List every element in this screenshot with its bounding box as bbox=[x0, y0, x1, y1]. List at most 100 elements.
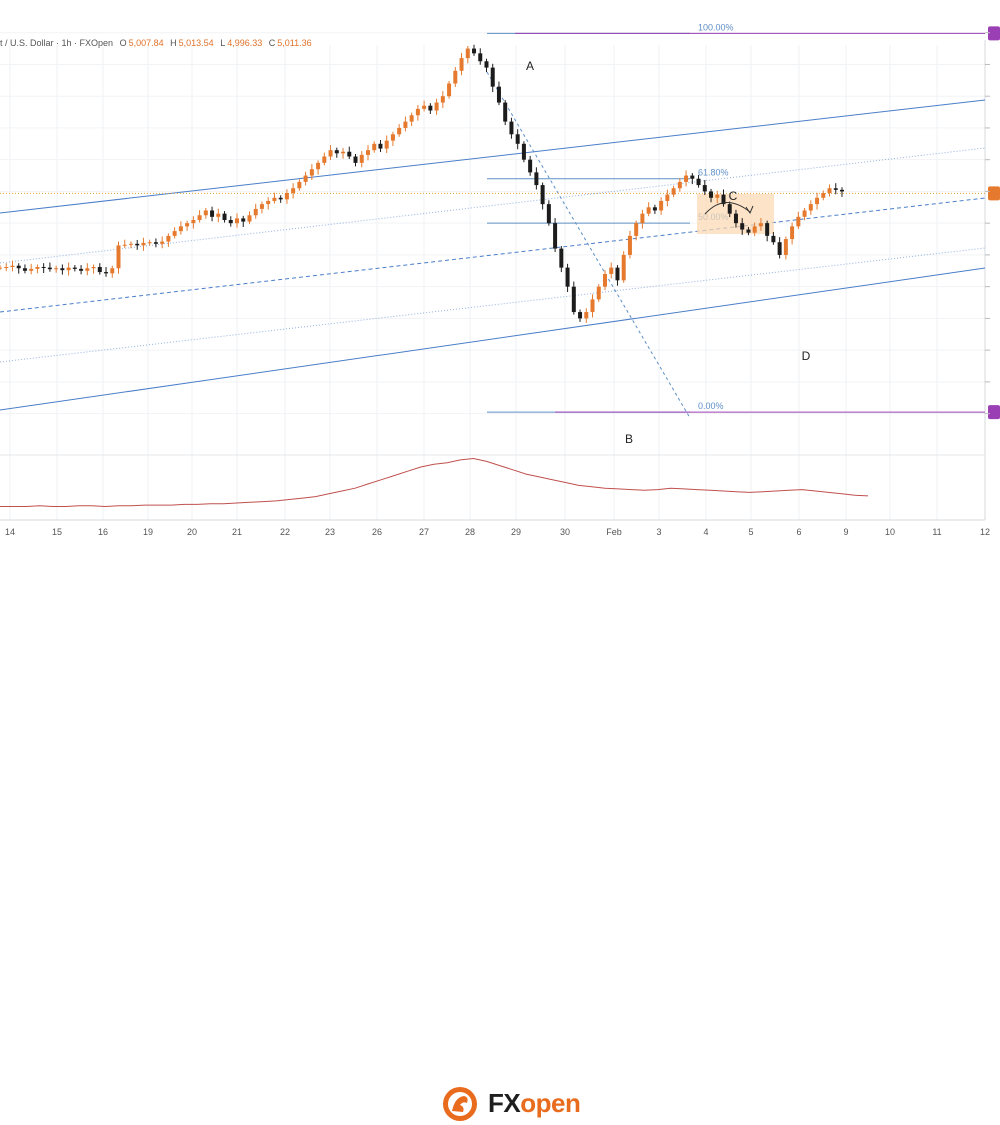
candle-body bbox=[10, 265, 15, 267]
candle-body bbox=[16, 265, 21, 269]
candle-body bbox=[815, 197, 820, 205]
x-tick-label: 9 bbox=[843, 527, 848, 537]
wave-point-c: C bbox=[729, 189, 738, 203]
candle-body bbox=[259, 204, 264, 209]
candle-body bbox=[428, 105, 433, 111]
candle-body bbox=[721, 194, 726, 205]
candle-body bbox=[297, 181, 302, 189]
candle-body bbox=[496, 86, 501, 103]
candle-body bbox=[322, 156, 327, 163]
price-chart[interactable]: 14 15 16 19 20 21 22 23 26 27 28 29 30 Feb 3 4 5 6 9 10 11 12… bbox=[0, 0, 1000, 540]
candle-body bbox=[821, 193, 826, 198]
candle-body bbox=[116, 245, 121, 269]
candle-body bbox=[197, 215, 202, 220]
candle-body bbox=[347, 151, 352, 157]
candle-body bbox=[715, 194, 720, 198]
candle-body bbox=[253, 208, 258, 216]
candle-body bbox=[284, 193, 289, 200]
candle-body bbox=[397, 127, 402, 135]
close-key: C bbox=[268, 38, 276, 48]
candle-body bbox=[696, 178, 701, 186]
x-tick-label: 14 bbox=[5, 527, 15, 537]
x-tick-label: 27 bbox=[419, 527, 429, 537]
candle-body bbox=[41, 266, 46, 268]
candle-body bbox=[235, 218, 240, 224]
candle-body bbox=[278, 197, 283, 200]
candle-body bbox=[341, 151, 346, 154]
candle-body bbox=[247, 215, 252, 222]
candle-body bbox=[609, 267, 614, 274]
rounding-top-arc bbox=[704, 202, 751, 215]
x-tick-label: 15 bbox=[52, 527, 62, 537]
candle-body bbox=[353, 156, 358, 163]
candle-body bbox=[777, 242, 782, 255]
candle-body bbox=[35, 266, 40, 269]
candle-body bbox=[465, 48, 470, 59]
candle-body bbox=[266, 200, 271, 205]
footer: FXopen bbox=[0, 540, 1000, 1121]
candle-body bbox=[447, 83, 452, 97]
candle-body bbox=[627, 235, 632, 255]
candle-body bbox=[29, 268, 34, 271]
candle-body bbox=[241, 218, 246, 222]
candle-body bbox=[110, 268, 115, 274]
x-tick-label: 10 bbox=[885, 527, 895, 537]
candle-body bbox=[309, 169, 314, 176]
candle-body bbox=[490, 67, 495, 87]
candle-body bbox=[709, 191, 714, 198]
candle-body bbox=[97, 266, 102, 273]
channel-upper-quarter-line bbox=[0, 147, 986, 264]
support-price-tag bbox=[988, 405, 1000, 420]
candle-body bbox=[540, 185, 545, 205]
candle-body bbox=[571, 286, 576, 313]
candle-body bbox=[66, 267, 71, 271]
candle-body bbox=[652, 207, 657, 211]
candle-body bbox=[166, 235, 171, 242]
wave-point-a: A bbox=[526, 59, 534, 73]
symbol-header: t / U.S. Dollar · 1h · FXOpen O 5,007.84 … bbox=[0, 38, 312, 48]
candle-body bbox=[665, 194, 670, 201]
channel-lower-line bbox=[0, 267, 986, 411]
fib-level-label: 0.00% bbox=[698, 401, 724, 411]
oscillator-line bbox=[0, 457, 869, 508]
open-value: 5,007.84 bbox=[128, 38, 164, 48]
candle-body bbox=[640, 213, 645, 224]
x-tick-label: 19 bbox=[143, 527, 153, 537]
candle-body bbox=[478, 53, 483, 62]
candle-body bbox=[22, 268, 27, 271]
candle-body bbox=[291, 188, 296, 194]
x-tick-label: 21 bbox=[232, 527, 242, 537]
candle-body bbox=[365, 150, 370, 155]
high-key: H bbox=[170, 38, 177, 48]
candle-body bbox=[771, 235, 776, 243]
candle-body bbox=[135, 243, 140, 246]
close-value: 5,011.36 bbox=[277, 38, 312, 48]
candle-body bbox=[796, 216, 801, 227]
candle-body bbox=[671, 188, 676, 195]
candle-body bbox=[372, 143, 377, 151]
candle-body bbox=[453, 70, 458, 84]
x-tick-label: 30 bbox=[560, 527, 570, 537]
chart-area[interactable]: 14 15 16 19 20 21 22 23 26 27 28 29 30 Feb 3 4 5 6 9 10 11 12… bbox=[0, 0, 1000, 540]
candle-body bbox=[216, 213, 221, 217]
candle-body bbox=[758, 223, 763, 227]
candle-body bbox=[702, 185, 707, 192]
candle-body bbox=[122, 244, 127, 246]
candle-body bbox=[359, 154, 364, 163]
candle-body bbox=[596, 286, 601, 300]
candle-body bbox=[147, 242, 152, 244]
candle-body bbox=[746, 229, 751, 233]
fib-level-label: 61.80% bbox=[698, 168, 729, 178]
wave-point-b: B bbox=[625, 432, 633, 446]
candle-body bbox=[228, 220, 233, 224]
candle-body bbox=[47, 267, 52, 270]
candle-body bbox=[141, 242, 146, 246]
candle-body bbox=[328, 150, 333, 157]
candle-body bbox=[484, 61, 489, 68]
candle-body bbox=[578, 312, 583, 319]
candle-body bbox=[203, 210, 208, 216]
candle-body bbox=[684, 175, 689, 182]
candle-body bbox=[378, 143, 383, 149]
candle-body bbox=[210, 210, 215, 217]
candle-body bbox=[740, 223, 745, 230]
